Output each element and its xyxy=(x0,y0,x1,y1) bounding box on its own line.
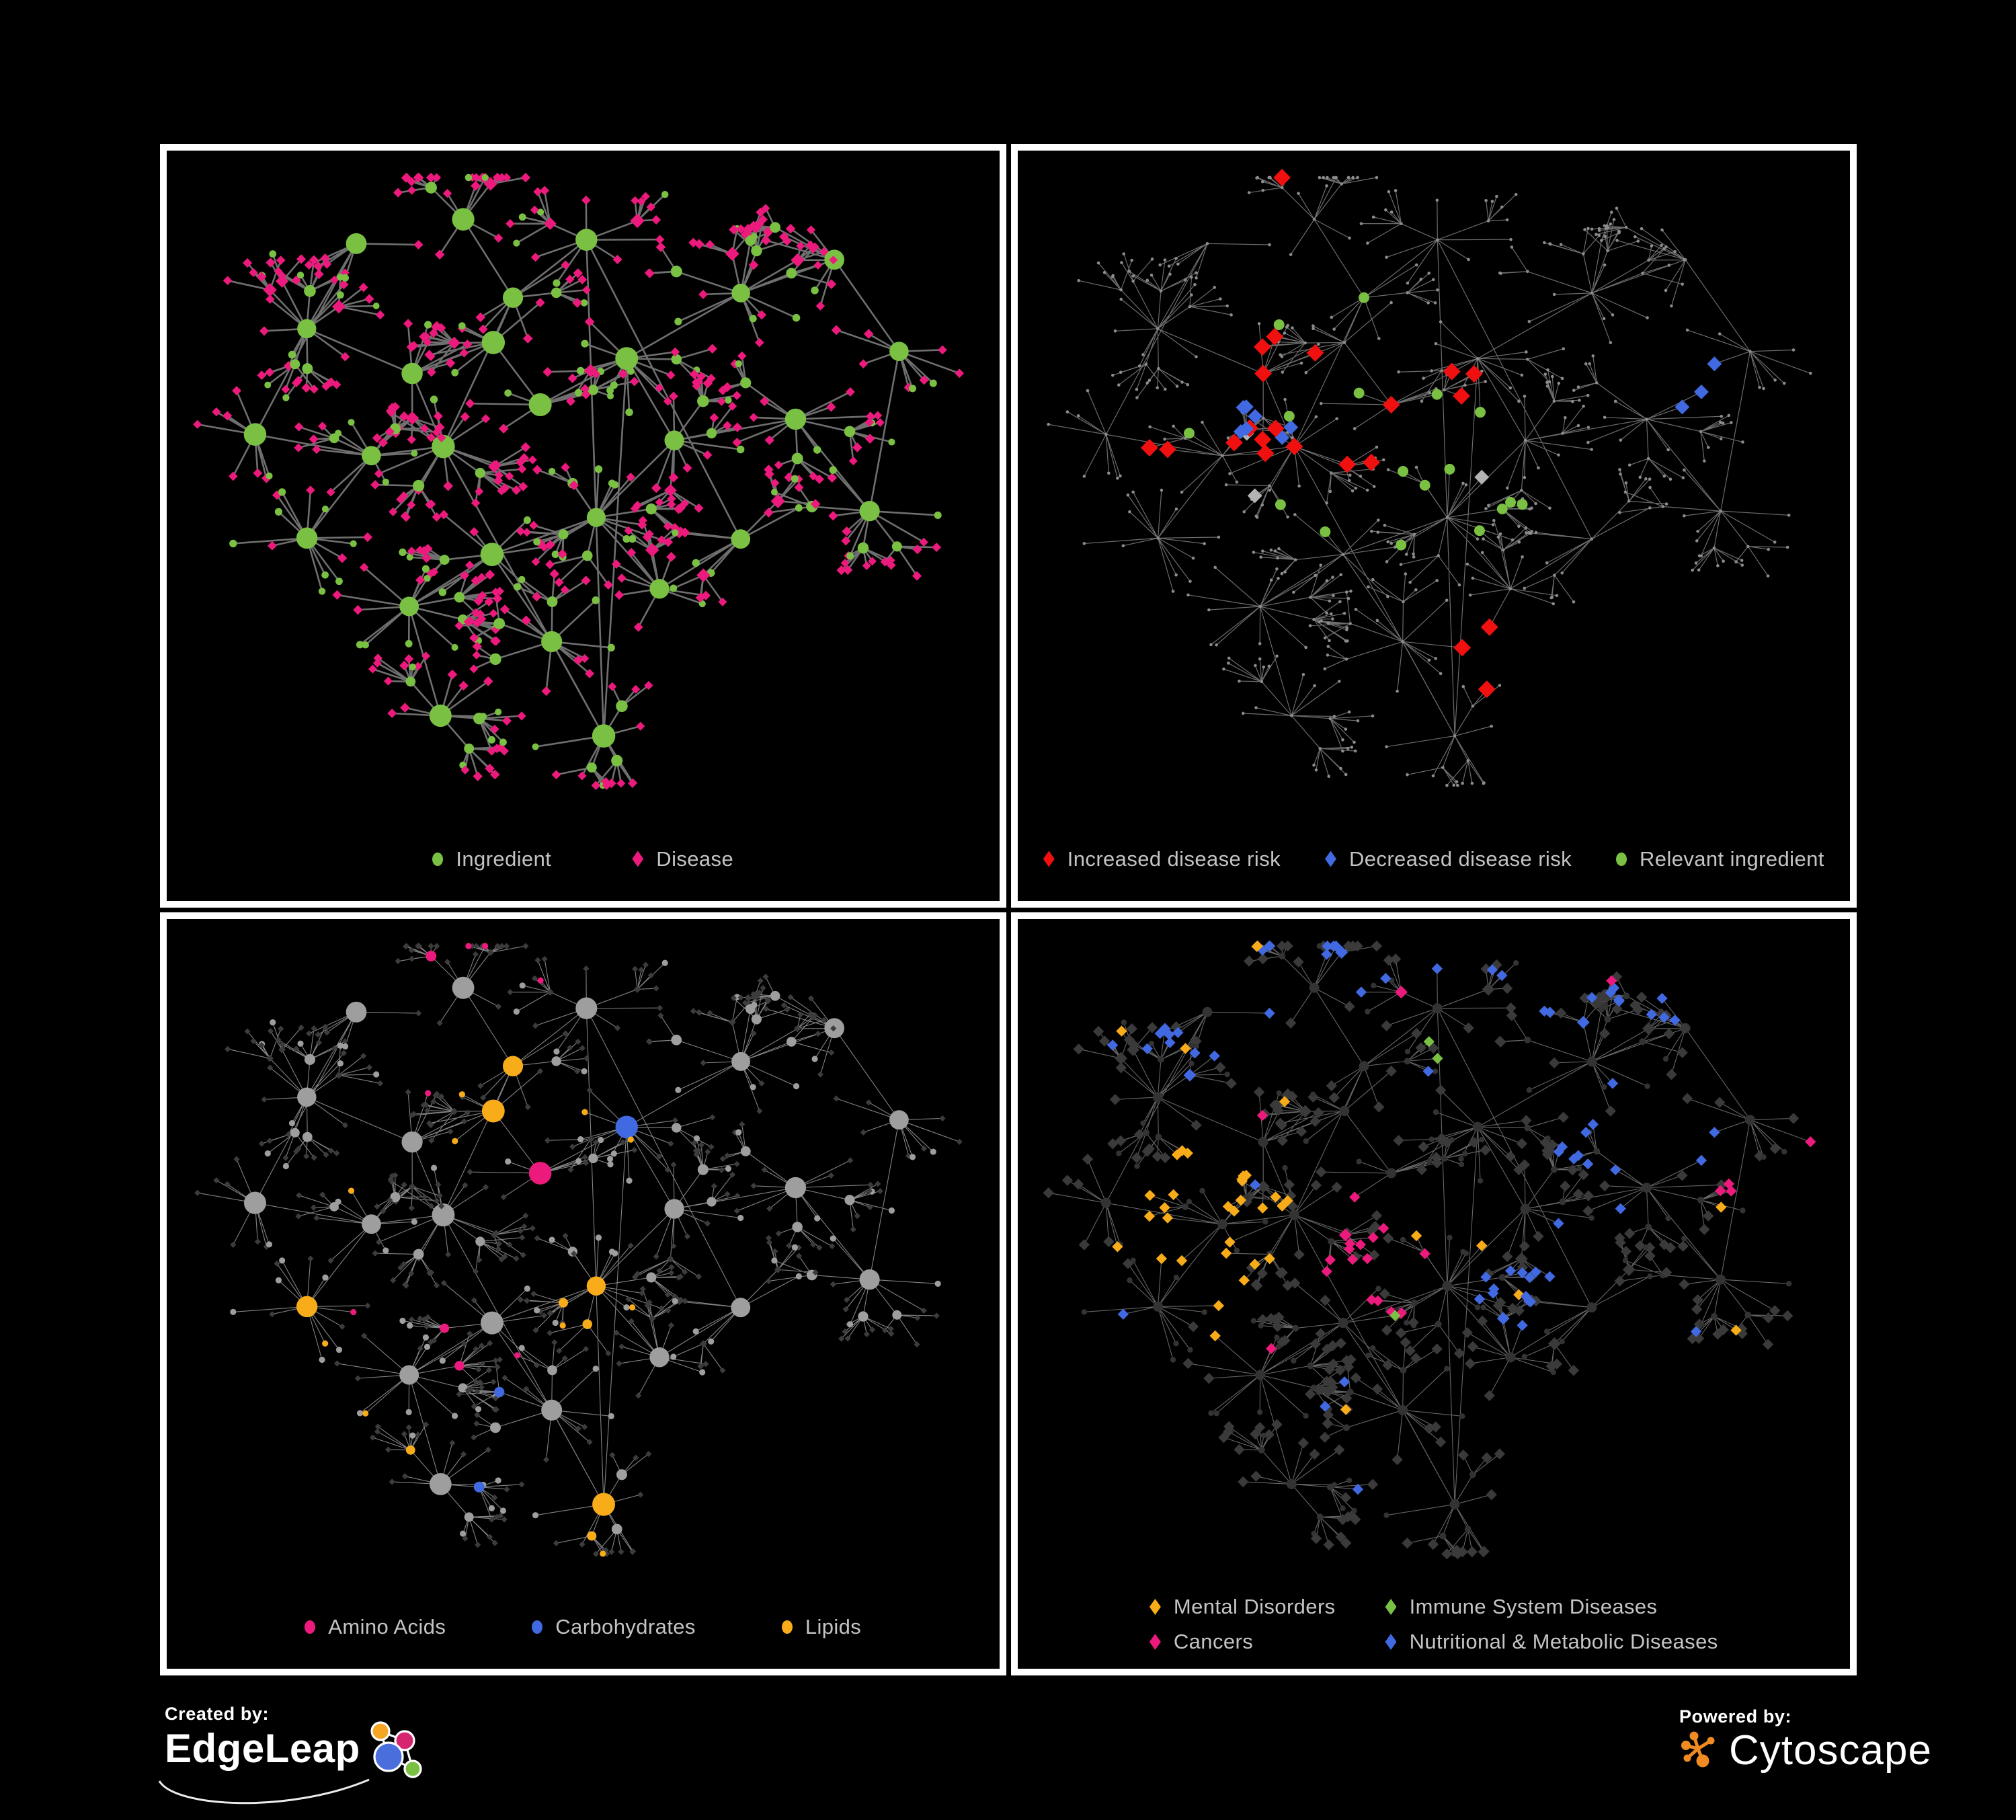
cancers-swatch xyxy=(1149,1634,1161,1650)
edgeleap-branding: Created by: EdgeLeap xyxy=(158,1704,444,1805)
immune-diseases-swatch xyxy=(1385,1599,1397,1615)
network-disease-risk xyxy=(1046,169,1812,787)
legend-item-increased-risk: Increased disease risk xyxy=(1043,847,1281,871)
disease-swatch xyxy=(632,850,644,867)
legend-ingredient-disease: Ingredient Disease xyxy=(167,847,1000,871)
ingredient-swatch xyxy=(432,852,444,866)
amino-acids-swatch xyxy=(305,1620,316,1634)
legend-label-carbohydrates: Carbohydrates xyxy=(555,1615,696,1638)
legend-label-nutritional-diseases: Nutritional & Metabolic Diseases xyxy=(1409,1630,1718,1653)
created-by-label: Created by: xyxy=(165,1704,270,1724)
edgeleap-logo-text: EdgeLeap xyxy=(165,1726,360,1771)
legend-label-relevant-ingredient: Relevant ingredient xyxy=(1640,846,1824,871)
panel-disease-classes: Mental Disorders Immune System Diseases … xyxy=(1010,912,1857,1675)
cytoscape-logo-icon xyxy=(1681,1731,1715,1768)
legend-item-amino-acids: Amino Acids xyxy=(305,1615,446,1639)
relevant-ingredient-swatch xyxy=(1616,852,1627,866)
lipids-swatch xyxy=(781,1620,793,1634)
legend-nutrient-classes: Amino Acids Carbohydrates Lipids xyxy=(167,1615,1000,1639)
legend-label-lipids: Lipids xyxy=(805,1615,862,1638)
legend-item-cancers: Cancers xyxy=(1149,1630,1336,1654)
powered-by-label: Powered by: xyxy=(1679,1706,1792,1727)
legend-disease-risk: Increased disease risk Decreased disease… xyxy=(1018,847,1851,871)
legend-item-lipids: Lipids xyxy=(781,1615,862,1639)
legend-label-ingredient: Ingredient xyxy=(456,846,552,871)
legend-item-relevant-ingredient: Relevant ingredient xyxy=(1616,847,1824,871)
decreased-risk-swatch xyxy=(1325,850,1336,867)
legend-item-mental-disorders: Mental Disorders xyxy=(1149,1595,1336,1619)
legend-item-nutritional-diseases: Nutritional & Metabolic Diseases xyxy=(1385,1630,1718,1654)
panel-nutrient-classes: Amino Acids Carbohydrates Lipids xyxy=(160,912,1006,1675)
network-ingredient-disease xyxy=(193,172,965,791)
cytoscape-logo-text: Cytoscape xyxy=(1729,1727,1932,1774)
legend-label-amino-acids: Amino Acids xyxy=(328,1615,446,1638)
nutritional-diseases-swatch xyxy=(1385,1634,1397,1650)
edgeleap-logo-icon xyxy=(370,1721,422,1778)
panel-disease-risk: Increased disease risk Decreased disease… xyxy=(1010,144,1857,908)
cytoscape-logo: Cytoscape xyxy=(1679,1730,1932,1772)
edgeleap-swoosh xyxy=(158,1778,370,1805)
legend-label-disease: Disease xyxy=(656,846,734,871)
mental-disorders-swatch xyxy=(1149,1599,1161,1615)
panel-grid: Ingredient Disease Increased disease ris… xyxy=(160,144,1857,1675)
edgeleap-logo: EdgeLeap xyxy=(158,1721,444,1805)
legend-label-immune-diseases: Immune System Diseases xyxy=(1409,1595,1658,1618)
legend-item-decreased-risk: Decreased disease risk xyxy=(1325,847,1572,871)
legend-item-carbohydrates: Carbohydrates xyxy=(532,1615,696,1639)
legend-item-ingredient: Ingredient xyxy=(432,847,551,871)
legend-label-cancers: Cancers xyxy=(1173,1630,1254,1653)
legend-item-immune-diseases: Immune System Diseases xyxy=(1385,1595,1718,1619)
cytoscape-branding: Powered by: Cytoscape xyxy=(1679,1706,1932,1772)
legend-disease-classes: Mental Disorders Immune System Diseases … xyxy=(1149,1595,1718,1654)
increased-risk-swatch xyxy=(1043,850,1055,867)
network-disease-classes xyxy=(1042,940,1816,1559)
legend-item-disease: Disease xyxy=(632,847,733,871)
legend-label-decreased-risk: Decreased disease risk xyxy=(1349,846,1572,871)
panel-ingredient-disease: Ingredient Disease xyxy=(160,144,1006,908)
network-nutrient-classes xyxy=(194,942,963,1557)
carbohydrates-swatch xyxy=(532,1620,543,1634)
legend-label-mental-disorders: Mental Disorders xyxy=(1173,1595,1336,1618)
legend-label-increased-risk: Increased disease risk xyxy=(1067,846,1281,871)
